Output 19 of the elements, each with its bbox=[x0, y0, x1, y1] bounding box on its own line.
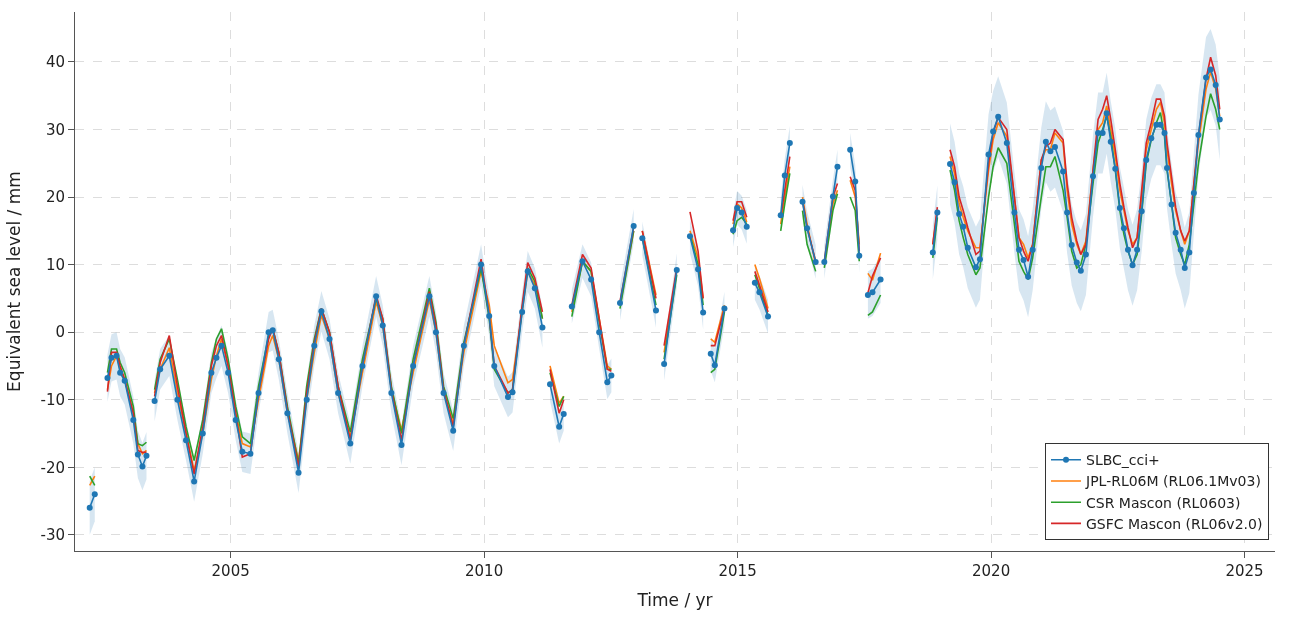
legend-label: GSFC Mascon (RL06v2.0) bbox=[1086, 515, 1263, 532]
legend-label: JPL-RL06M (RL06.1Mv03) bbox=[1085, 473, 1261, 490]
y-tick-label: -30 bbox=[40, 526, 65, 545]
legend-label: CSR Mascon (RL0603) bbox=[1086, 494, 1241, 511]
y-tick-label: -20 bbox=[40, 458, 65, 477]
x-tick-label: 2025 bbox=[1225, 562, 1264, 580]
y-tick-label: 10 bbox=[45, 255, 65, 274]
y-axis-title: Equivalent sea level / mm bbox=[4, 171, 25, 392]
x-tick-label: 2005 bbox=[211, 562, 250, 580]
y-tick-label: 30 bbox=[45, 120, 65, 139]
y-tick-label: 0 bbox=[55, 323, 65, 342]
y-tick-label: 20 bbox=[45, 188, 65, 207]
y-tick-label: 40 bbox=[45, 53, 65, 72]
y-tick-label: -10 bbox=[40, 390, 65, 409]
x-tick-label: 2020 bbox=[972, 562, 1011, 580]
x-tick-label: 2010 bbox=[465, 562, 504, 580]
x-axis-title: Time / yr bbox=[636, 590, 713, 611]
legend-label: SLBC_cci+ bbox=[1086, 452, 1160, 469]
x-tick-label: 2015 bbox=[718, 562, 757, 580]
